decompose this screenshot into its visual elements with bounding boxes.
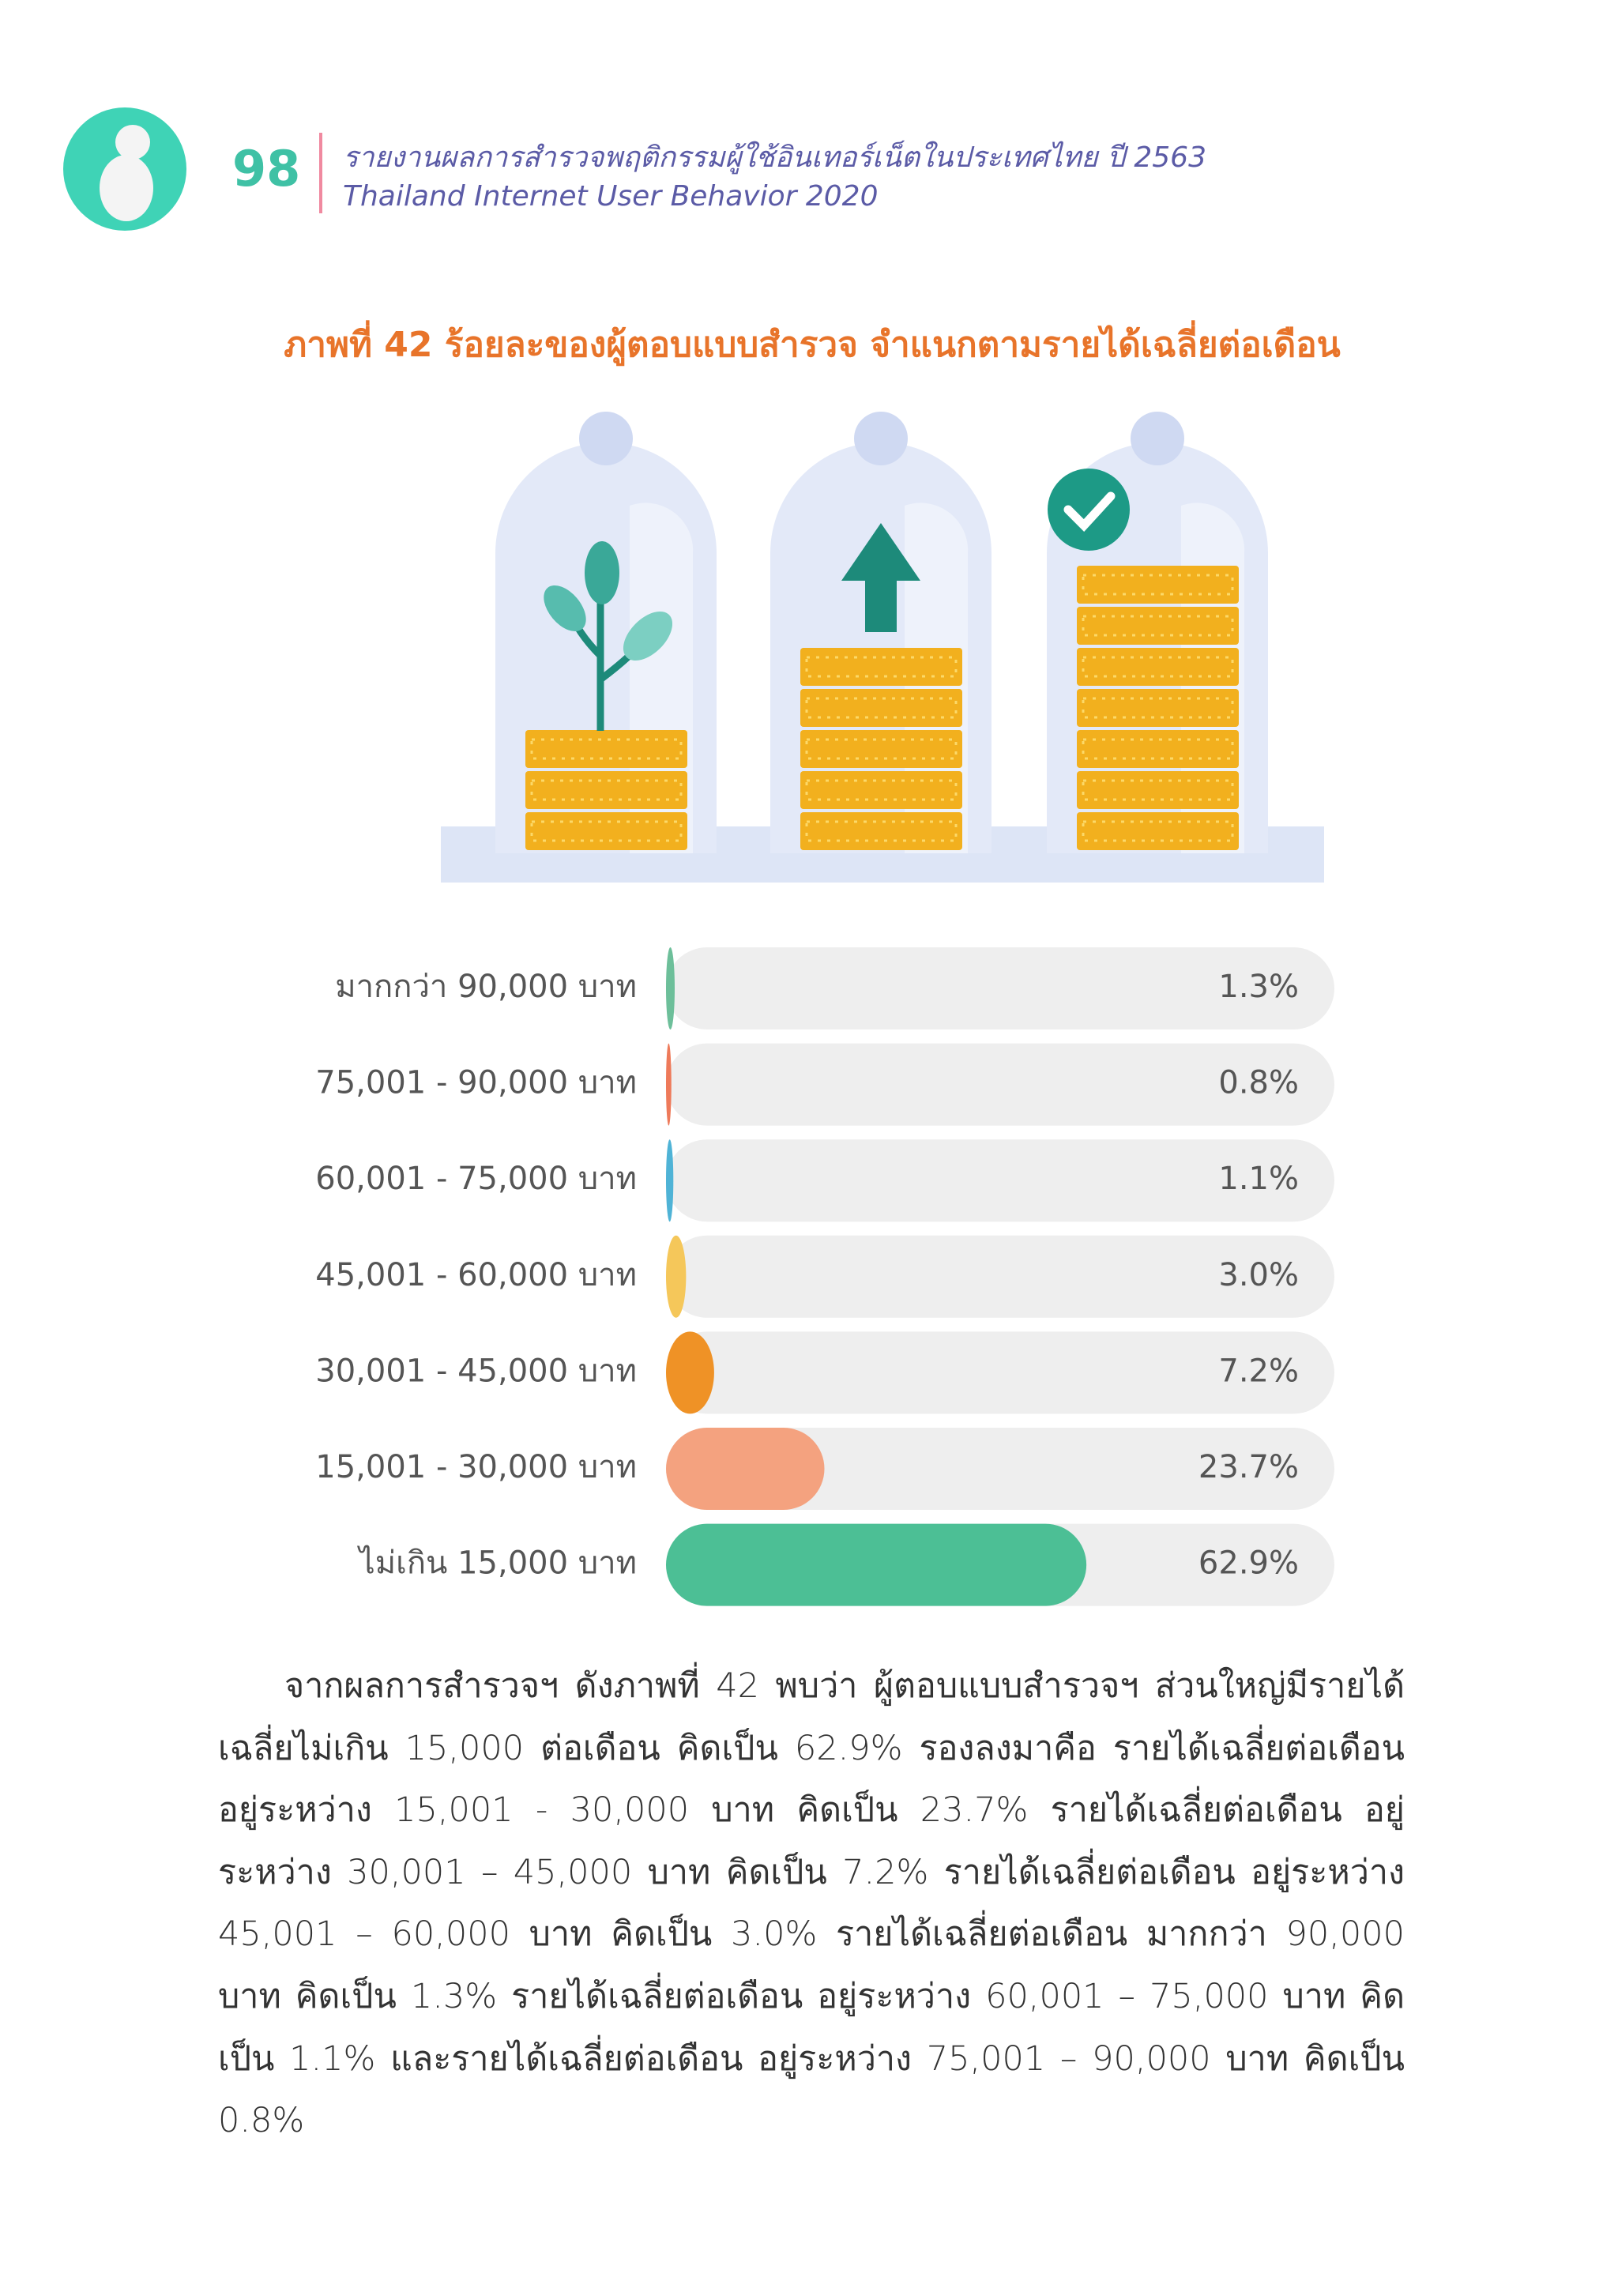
coin — [800, 648, 962, 686]
plant-leaf — [544, 585, 586, 632]
bar — [666, 1139, 674, 1222]
dome-knob — [579, 412, 633, 465]
plant-leaf — [623, 611, 673, 661]
bar — [666, 1523, 1087, 1606]
arrow-up — [841, 523, 920, 632]
bar — [666, 1331, 714, 1414]
coin — [1077, 607, 1239, 645]
coin — [1077, 812, 1239, 850]
coin — [525, 771, 687, 809]
coin — [1077, 566, 1239, 604]
logo-cat — [100, 155, 153, 221]
bar-track — [666, 1428, 1334, 1510]
coin — [525, 730, 687, 768]
bar — [666, 1235, 687, 1318]
coin — [1077, 730, 1239, 768]
page-graphics: 98 รายงานผลการสำรวจพฤติกรรมผู้ใช้อินเทอร… — [63, 107, 1341, 1606]
page-number: 98 — [232, 140, 300, 198]
value-label: 23.7% — [1198, 1449, 1299, 1485]
chart-title: ภาพที่ 42 ร้อยละของผู้ตอบแบบสำรวจ จำแนกต… — [284, 320, 1341, 366]
bar-track — [666, 1139, 1334, 1222]
coin — [800, 812, 962, 850]
value-label: 62.9% — [1198, 1545, 1299, 1582]
bar-track — [666, 1331, 1334, 1414]
header-title-en: Thailand Internet User Behavior 2020 — [343, 180, 878, 213]
coin — [1077, 648, 1239, 686]
value-label: 3.0% — [1218, 1257, 1299, 1293]
value-label: 1.3% — [1218, 969, 1299, 1005]
coin — [800, 689, 962, 727]
bar-track — [666, 1043, 1334, 1126]
coin — [1077, 689, 1239, 727]
bar — [666, 1428, 825, 1510]
coin — [1077, 771, 1239, 809]
value-label: 7.2% — [1218, 1353, 1299, 1389]
check-badge — [1048, 469, 1130, 551]
value-label: 0.8% — [1218, 1065, 1299, 1101]
bar-track — [666, 947, 1334, 1029]
category-label: 15,001 - 30,000 บาท — [315, 1449, 637, 1485]
logo-cat-head — [115, 125, 150, 160]
check-mark — [1063, 491, 1116, 532]
category-label: 30,001 - 45,000 บาท — [315, 1353, 637, 1389]
plant-leaf — [585, 541, 619, 604]
coin — [800, 730, 962, 768]
dome-knob — [1131, 412, 1184, 465]
category-label: 60,001 - 75,000 บาท — [315, 1161, 637, 1197]
category-label: มากกว่า 90,000 บาท — [335, 969, 637, 1005]
category-label: 75,001 - 90,000 บาท — [315, 1065, 637, 1101]
bar — [666, 947, 675, 1029]
category-label: 45,001 - 60,000 บาท — [315, 1257, 637, 1293]
coin — [525, 812, 687, 850]
illustration — [441, 412, 1324, 883]
header-title-th: รายงานผลการสำรวจพฤติกรรมผู้ใช้อินเทอร์เน… — [343, 140, 1206, 175]
bar — [666, 1043, 672, 1126]
bar-track — [666, 1235, 1334, 1318]
value-label: 1.1% — [1218, 1161, 1299, 1197]
body-paragraph: จากผลการสำรวจฯ ดังภาพที่ 42 พบว่า ผู้ตอบ… — [218, 1666, 1405, 2141]
category-label: ไม่เกิน 15,000 บาท — [357, 1545, 637, 1582]
dome-knob — [854, 412, 908, 465]
coin — [800, 771, 962, 809]
